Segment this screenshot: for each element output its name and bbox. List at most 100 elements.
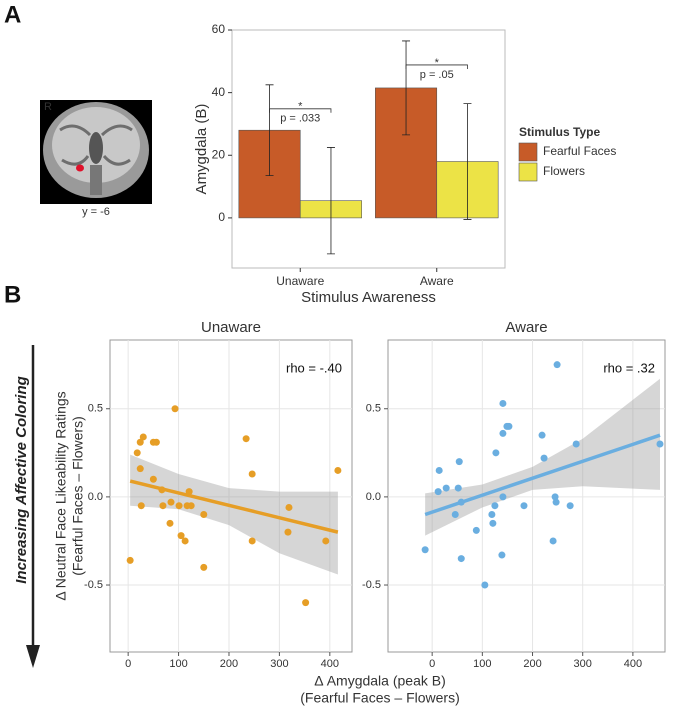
point [454, 484, 462, 492]
y-axis-label: Amygdala (B) [193, 104, 210, 195]
point [455, 458, 463, 466]
rho-annotation: rho = -.40 [286, 360, 342, 375]
point [552, 498, 560, 506]
legend-label: Flowers [543, 164, 585, 178]
legend-swatch [518, 142, 538, 162]
x-axis-label: Δ Amygdala (peak B) [314, 673, 446, 689]
point [177, 532, 185, 540]
y-tick-label: -0.5 [362, 579, 381, 591]
arrow-label: Increasing Affective Coloring [13, 376, 30, 584]
point [499, 493, 507, 501]
point [136, 465, 144, 473]
significance-bracket [405, 64, 468, 69]
point [520, 502, 528, 510]
brain-image [40, 100, 152, 204]
x-axis-label: Stimulus Awareness [301, 289, 436, 306]
plot-panel [387, 339, 666, 653]
point [566, 502, 574, 510]
y-tick-label: 0 [218, 210, 225, 224]
point [505, 422, 513, 430]
point [481, 581, 489, 589]
y-tick-label: 60 [212, 22, 226, 36]
point [451, 511, 459, 519]
point [136, 438, 144, 446]
point [334, 466, 342, 474]
point [159, 502, 167, 510]
y-tick-label: 0.5 [88, 403, 103, 415]
point [166, 519, 174, 527]
x-tick-label: 100 [473, 658, 491, 670]
panel-label: A [4, 1, 21, 28]
y-tick-label: -0.5 [84, 579, 103, 591]
point [126, 556, 134, 564]
point [187, 502, 195, 510]
point [284, 528, 292, 536]
point [285, 503, 293, 511]
panel-label: B [4, 281, 21, 308]
point [302, 599, 310, 607]
fit-line [424, 433, 661, 517]
arrow-head [26, 645, 40, 668]
panel-title: Unaware [201, 319, 261, 336]
x-tick-label: Aware [420, 274, 454, 288]
p-value-label: p = .05 [420, 69, 454, 81]
point [435, 466, 443, 474]
brain-side-label: R [44, 101, 52, 113]
point [421, 546, 429, 554]
significance-star: * [298, 101, 303, 113]
significance-star: * [435, 57, 440, 69]
point [538, 431, 546, 439]
error-bar [326, 147, 335, 255]
point [457, 555, 465, 563]
legend-label: Fearful Faces [543, 144, 616, 158]
fit-line [129, 479, 339, 534]
point [434, 488, 442, 496]
confidence-band [130, 454, 338, 575]
error-bar [463, 103, 472, 220]
point [248, 470, 256, 478]
p-value-label: p = .033 [280, 113, 320, 125]
point [175, 502, 183, 510]
point [442, 484, 450, 492]
point [540, 454, 548, 462]
point [137, 502, 145, 510]
x-axis-label: (Fearful Faces – Flowers) [300, 690, 459, 706]
point [171, 405, 179, 413]
x-tick-label: 200 [523, 658, 541, 670]
y-tick-label: 0.0 [88, 491, 103, 503]
plot-panel [109, 339, 353, 653]
x-tick-label: 200 [220, 658, 238, 670]
point [248, 537, 256, 545]
point [491, 502, 499, 510]
point [139, 433, 147, 441]
x-tick-label: 100 [169, 658, 187, 670]
y-tick-label: 0.0 [366, 491, 381, 503]
point [152, 438, 160, 446]
point [488, 511, 496, 519]
point [572, 440, 580, 448]
point [553, 361, 561, 369]
point [149, 475, 157, 483]
error-bar [265, 84, 274, 177]
point [181, 537, 189, 545]
point [472, 526, 480, 534]
point [133, 449, 141, 457]
point [656, 440, 664, 448]
x-tick-label: 300 [574, 658, 592, 670]
y-axis-label: Δ Neutral Face Likeability Ratings [53, 391, 69, 600]
point [242, 435, 250, 443]
point [499, 429, 507, 437]
significance-bracket [269, 108, 332, 113]
y-axis-label: (Fearful Faces – Flowers) [70, 416, 86, 575]
point [499, 399, 507, 407]
rho-annotation: rho = .32 [603, 360, 655, 375]
x-tick-label: 400 [321, 658, 339, 670]
y-tick-label: 0.5 [366, 403, 381, 415]
point [551, 493, 559, 501]
point [549, 537, 557, 545]
y-tick-label: 20 [212, 147, 226, 161]
x-tick-label: 400 [624, 658, 642, 670]
point [200, 563, 208, 571]
point [492, 449, 500, 457]
